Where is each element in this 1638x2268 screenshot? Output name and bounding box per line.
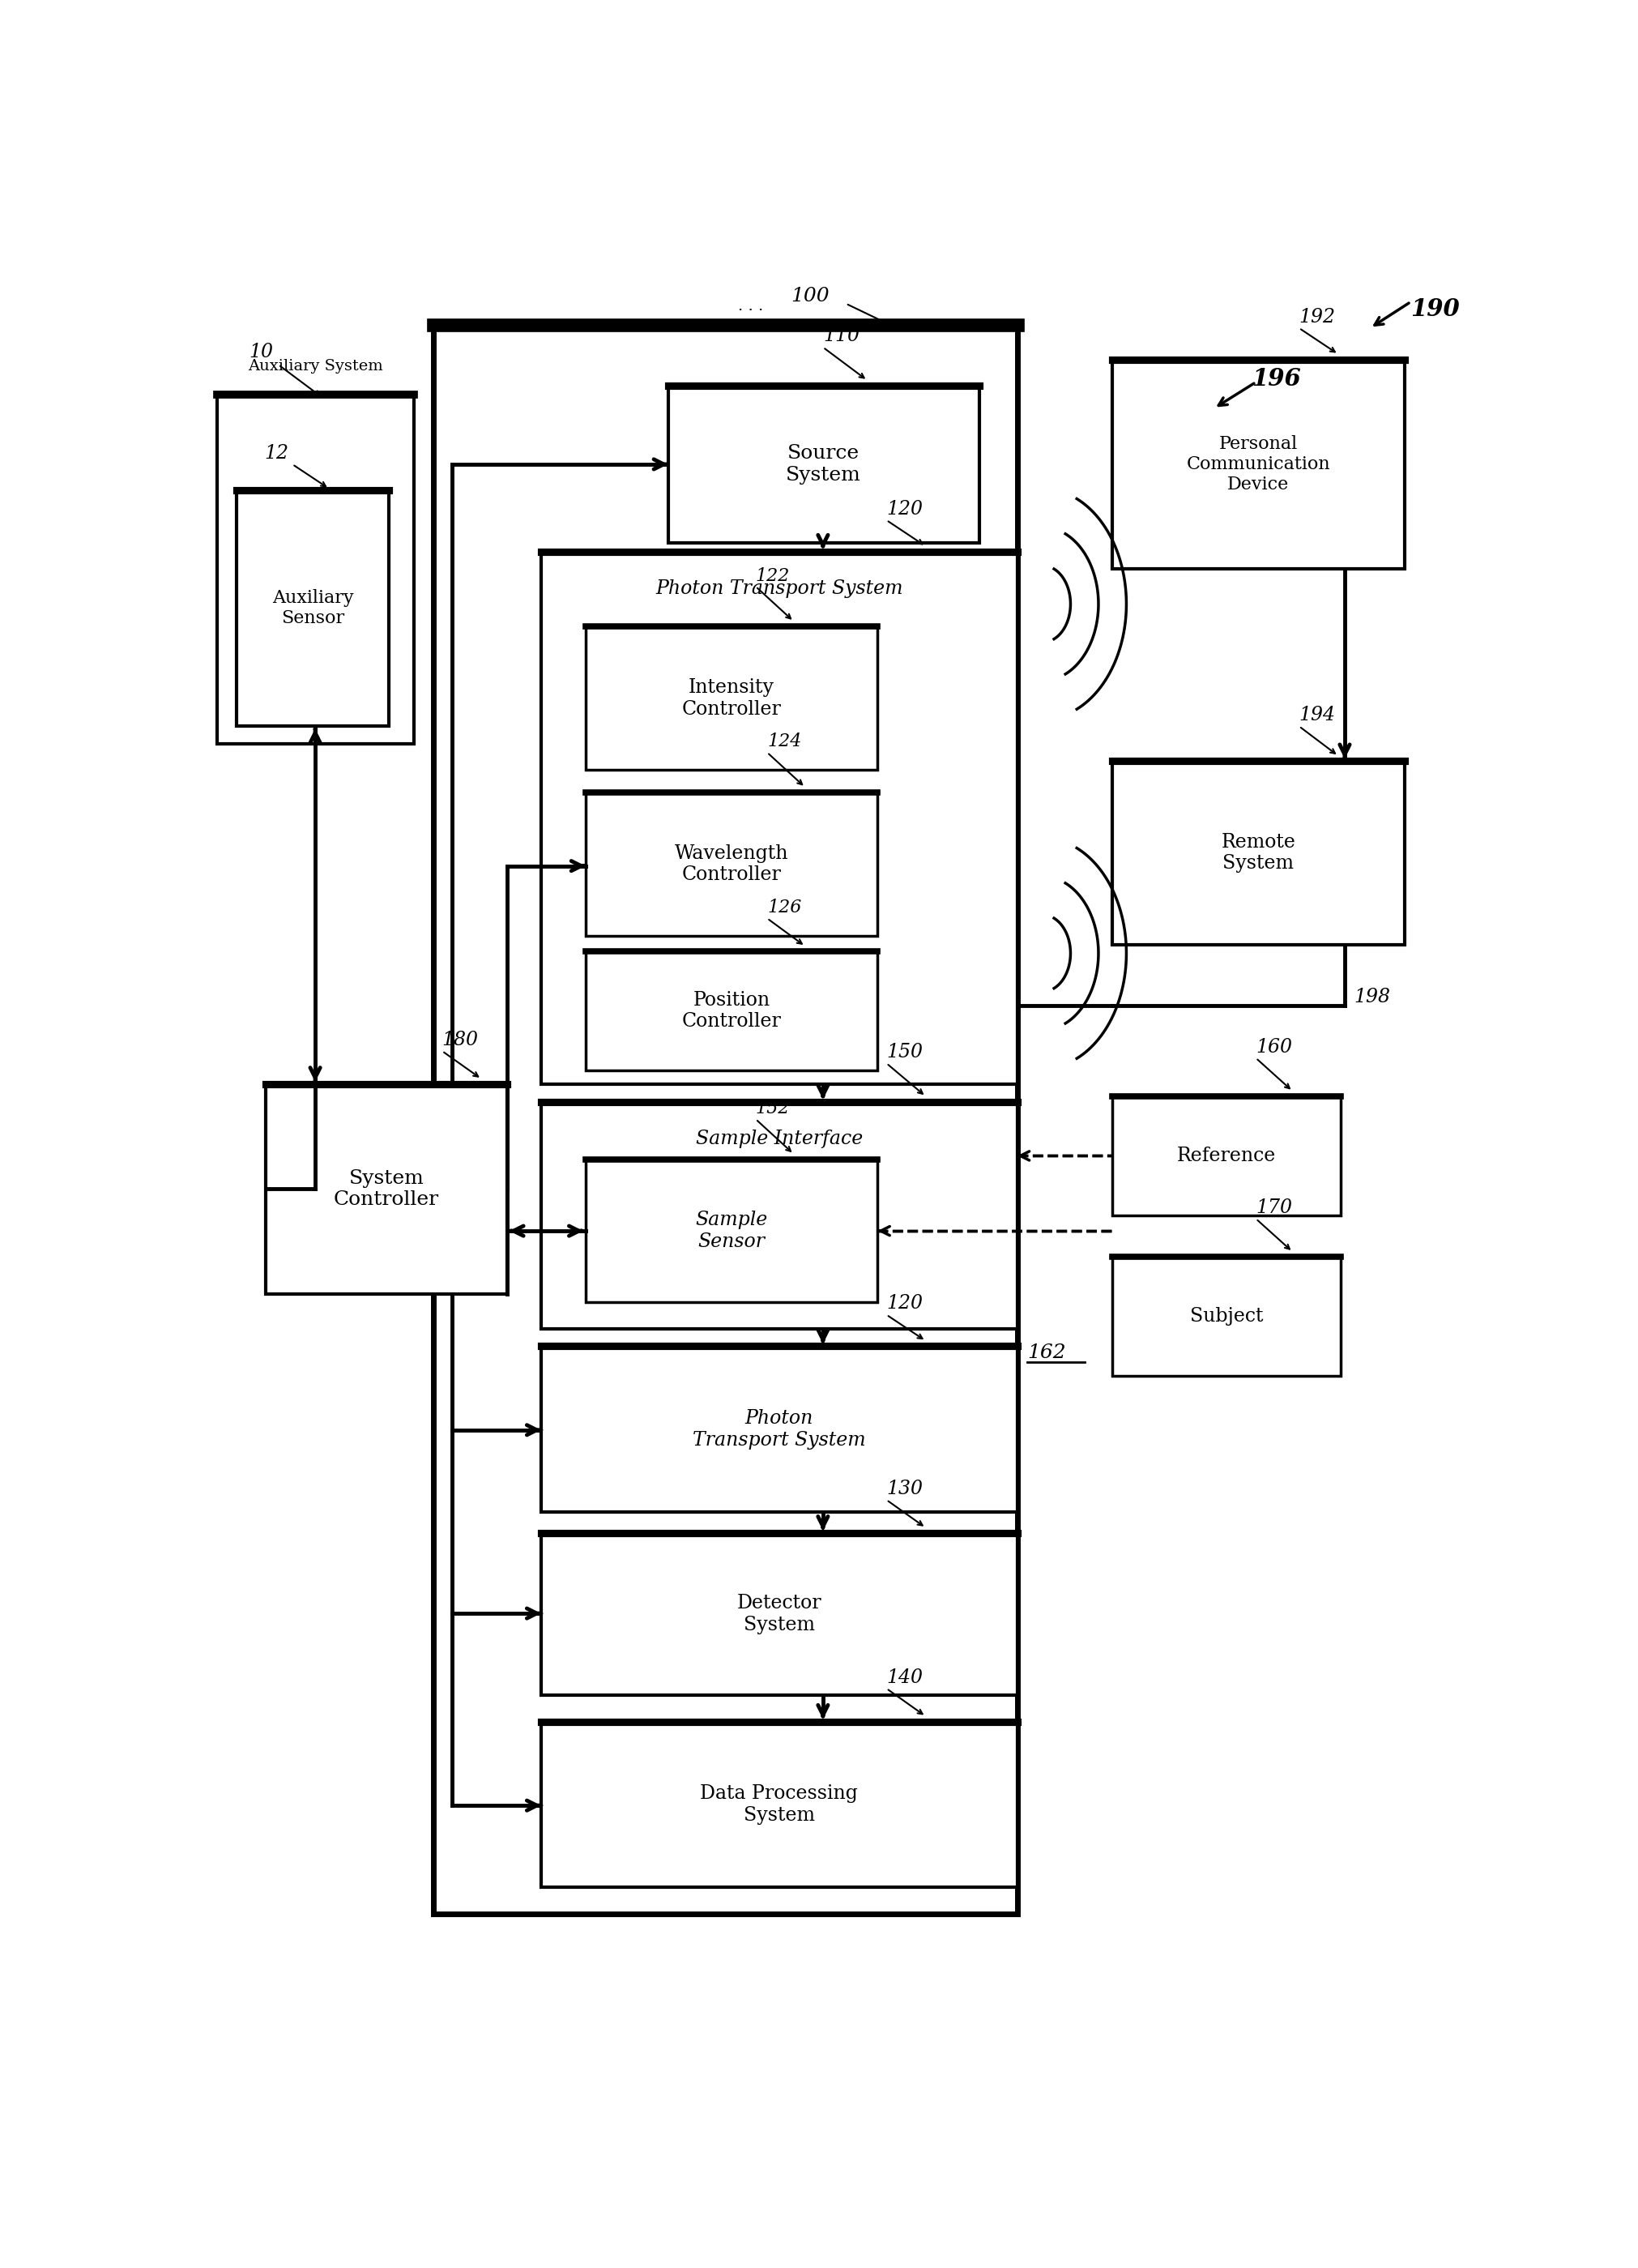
Text: 150: 150: [886, 1043, 922, 1061]
Text: Intensity
Controller: Intensity Controller: [681, 678, 781, 719]
Bar: [218, 395, 414, 744]
Bar: [541, 1347, 1017, 1513]
Bar: [586, 1159, 878, 1302]
Bar: [236, 490, 388, 726]
Bar: [668, 386, 980, 542]
Bar: [586, 792, 878, 937]
Text: Source
System: Source System: [786, 445, 862, 485]
Text: 110: 110: [822, 327, 860, 345]
Text: 160: 160: [1256, 1039, 1292, 1057]
Text: Remote
System: Remote System: [1222, 832, 1296, 873]
Text: Subject: Subject: [1189, 1306, 1263, 1327]
Bar: [1112, 1256, 1342, 1377]
Text: Data Processing
System: Data Processing System: [699, 1785, 858, 1826]
Bar: [541, 1721, 1017, 1887]
Text: 192: 192: [1299, 308, 1335, 327]
Bar: [1112, 762, 1404, 943]
Text: 198: 198: [1353, 987, 1391, 1007]
Text: 130: 130: [886, 1479, 922, 1499]
Text: 12: 12: [264, 445, 288, 463]
Text: Auxiliary
Sensor: Auxiliary Sensor: [272, 590, 354, 628]
Text: 100: 100: [791, 286, 830, 306]
Text: Sample Interface: Sample Interface: [696, 1129, 863, 1148]
Text: Photon Transport System: Photon Transport System: [655, 581, 903, 599]
Bar: [586, 626, 878, 769]
Bar: [432, 324, 1017, 1914]
Bar: [1112, 361, 1404, 569]
Text: 194: 194: [1299, 705, 1335, 723]
Text: Photon
Transport System: Photon Transport System: [693, 1408, 867, 1449]
Bar: [541, 1533, 1017, 1696]
Text: 152: 152: [755, 1100, 790, 1118]
Text: System
Controller: System Controller: [334, 1168, 439, 1209]
Text: 196: 196: [1251, 367, 1301, 390]
Text: Auxiliary System: Auxiliary System: [247, 358, 383, 374]
Text: 180: 180: [442, 1030, 478, 1050]
Text: Reference: Reference: [1178, 1148, 1276, 1166]
Bar: [1112, 1095, 1342, 1216]
Bar: [541, 1102, 1017, 1329]
Text: 190: 190: [1410, 297, 1459, 320]
Text: Wavelength
Controller: Wavelength Controller: [675, 844, 788, 885]
Text: . . .: . . .: [737, 299, 763, 313]
Bar: [541, 551, 1017, 1084]
Text: 122: 122: [755, 567, 790, 585]
Text: Detector
System: Detector System: [737, 1594, 822, 1635]
Text: 140: 140: [886, 1667, 922, 1687]
Bar: [265, 1084, 506, 1293]
Text: 120: 120: [886, 1295, 922, 1313]
Text: Position
Controller: Position Controller: [681, 991, 781, 1032]
Text: Personal
Communication
Device: Personal Communication Device: [1186, 435, 1330, 494]
Text: Sample
Sensor: Sample Sensor: [696, 1211, 768, 1252]
Bar: [586, 953, 878, 1070]
Text: 126: 126: [767, 898, 801, 916]
Text: 124: 124: [767, 733, 801, 751]
Text: 170: 170: [1256, 1198, 1292, 1218]
Text: 10: 10: [249, 342, 274, 361]
Text: 120: 120: [886, 499, 922, 519]
Text: 162: 162: [1027, 1345, 1066, 1363]
